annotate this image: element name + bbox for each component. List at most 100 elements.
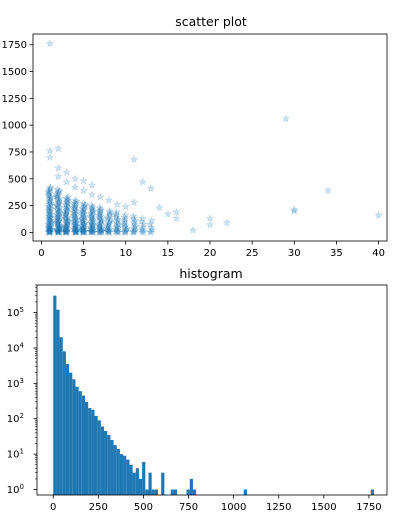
- scatter-point: [70, 174, 80, 183]
- scatter-point: [54, 221, 64, 230]
- scatter-point: [86, 209, 96, 218]
- scatter-point: [104, 225, 113, 234]
- scatter-point: [62, 218, 71, 227]
- scatter-point: [79, 225, 88, 234]
- scatter-marks: [44, 39, 383, 237]
- scatter-point: [131, 221, 140, 230]
- scatter-point: [121, 227, 130, 236]
- scatter-point: [88, 202, 97, 211]
- scatter-point: [138, 222, 147, 231]
- scatter-point: [54, 224, 64, 233]
- histogram-bar: [370, 489, 374, 495]
- scatter-point: [147, 222, 156, 231]
- scatter-point: [69, 224, 79, 233]
- histogram-y-tick-label: 104: [7, 341, 25, 354]
- scatter-point: [137, 217, 146, 226]
- scatter-point: [87, 203, 97, 212]
- scatter-point: [111, 225, 121, 234]
- scatter-point: [44, 219, 53, 228]
- histogram-bar: [69, 372, 73, 495]
- histogram-bar: [142, 461, 146, 495]
- scatter-point: [61, 227, 70, 236]
- scatter-point: [70, 210, 79, 219]
- scatter-point: [55, 196, 64, 205]
- scatter-point: [145, 227, 155, 236]
- scatter-point: [78, 227, 87, 236]
- scatter-point: [62, 221, 71, 230]
- scatter-point: [45, 188, 54, 197]
- scatter-point: [45, 202, 54, 211]
- scatter-point: [79, 224, 88, 233]
- histogram-bar: [189, 478, 193, 495]
- scatter-point: [80, 211, 89, 220]
- scatter-point: [106, 209, 115, 218]
- scatter-point: [61, 225, 70, 234]
- scatter-point: [69, 207, 78, 216]
- scatter-point: [61, 226, 71, 235]
- scatter-point: [69, 217, 79, 226]
- scatter-point: [97, 217, 107, 226]
- scatter-point: [55, 207, 64, 216]
- scatter-point: [95, 227, 104, 236]
- scatter-point: [94, 227, 104, 237]
- scatter-point: [53, 202, 62, 211]
- histogram-bar: [123, 455, 127, 495]
- scatter-point: [79, 202, 89, 211]
- scatter-point: [80, 212, 89, 221]
- scatter-point: [62, 207, 72, 216]
- scatter-point: [45, 209, 54, 218]
- histogram-bar: [138, 478, 143, 495]
- scatter-point: [79, 227, 88, 236]
- scatter-point: [71, 195, 80, 204]
- scatter-point: [53, 200, 62, 209]
- histogram-bar: [151, 489, 155, 495]
- scatter-point: [88, 214, 97, 223]
- scatter-point: [62, 167, 71, 176]
- scatter-point: [54, 220, 63, 230]
- histogram-y-tick-label: 100: [7, 483, 24, 496]
- scatter-point: [54, 211, 63, 220]
- scatter-point: [70, 224, 80, 234]
- histogram-x-tick-label: 1250: [266, 502, 291, 513]
- scatter-point: [53, 219, 63, 228]
- scatter-point: [113, 227, 122, 237]
- scatter-point: [112, 221, 121, 230]
- scatter-point: [63, 199, 73, 208]
- scatter-point: [45, 195, 55, 204]
- scatter-x-tick-label: 15: [161, 248, 174, 259]
- histogram-x-tick-label: 0: [50, 502, 56, 513]
- histogram-bar: [154, 489, 159, 495]
- scatter-point: [46, 224, 55, 233]
- scatter-y-tick-label: 1250: [2, 94, 27, 105]
- scatter-point: [79, 217, 88, 226]
- histogram-bar: [84, 401, 89, 495]
- scatter-point: [111, 217, 121, 226]
- scatter-point: [53, 211, 63, 220]
- scatter-point: [95, 219, 105, 228]
- scatter-point: [71, 201, 80, 210]
- scatter-point: [53, 227, 63, 236]
- scatter-point: [44, 196, 54, 205]
- histogram-bar: [243, 489, 247, 495]
- scatter-point: [88, 219, 97, 228]
- scatter-point: [45, 39, 55, 48]
- scatter-point: [78, 224, 88, 233]
- scatter-point: [79, 176, 88, 185]
- scatter-point: [79, 220, 88, 229]
- scatter-x-tick-label: 20: [204, 248, 217, 259]
- scatter-point: [62, 215, 72, 224]
- scatter-point: [146, 227, 155, 237]
- scatter-point: [88, 220, 98, 229]
- scatter-point: [104, 220, 113, 229]
- histogram-bar: [113, 445, 117, 495]
- histogram-panel: histogram 0 250 500 750 1000 1250 1500 1750 100…: [7, 266, 388, 513]
- scatter-point: [97, 216, 106, 225]
- scatter-point: [52, 190, 62, 199]
- scatter-point: [104, 225, 114, 234]
- histogram-x-tick-label: 1750: [356, 502, 381, 513]
- histogram-bar: [65, 364, 70, 495]
- scatter-point: [53, 224, 62, 233]
- scatter-point: [55, 187, 64, 196]
- histogram-bar: [173, 489, 178, 495]
- scatter-point: [147, 216, 156, 225]
